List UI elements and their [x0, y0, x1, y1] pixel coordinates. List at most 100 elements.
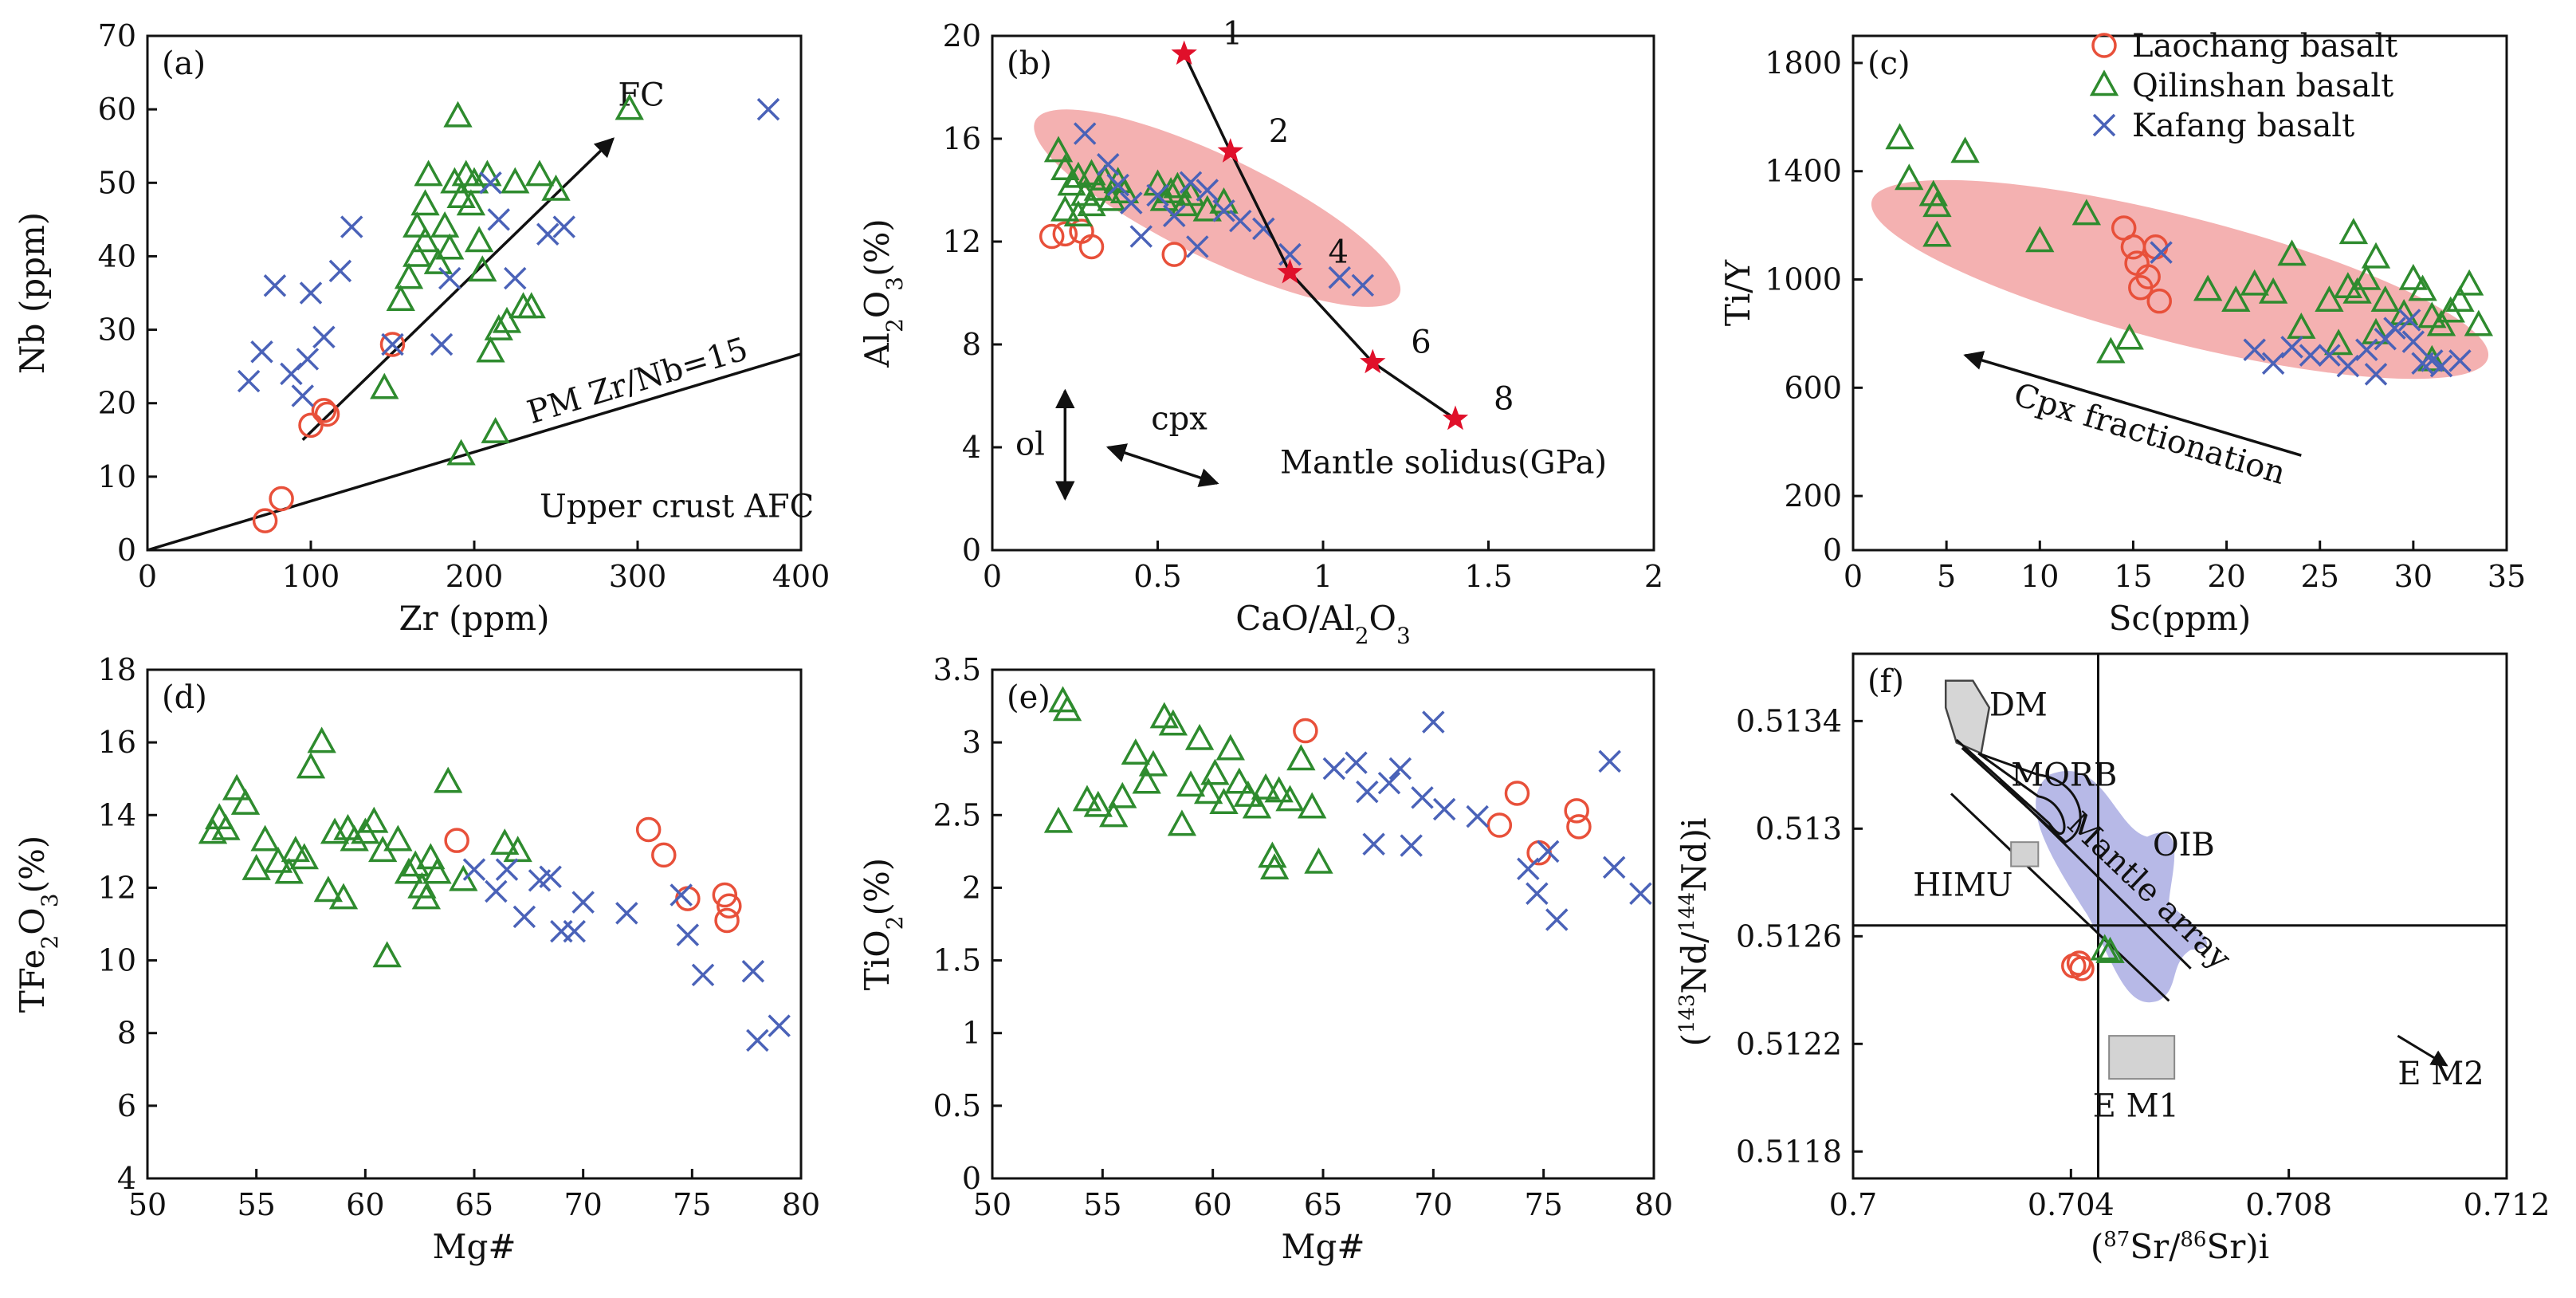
data-point: [2429, 354, 2453, 378]
x-axis-title: Mg#: [432, 1227, 516, 1266]
data-point: [571, 891, 595, 914]
data-point: [504, 266, 527, 290]
data-point: [1432, 797, 1456, 821]
series-triangle: [198, 726, 532, 968]
data-point: [768, 1014, 791, 1037]
x-tick-label: 0.5: [1133, 559, 1181, 594]
dm-field: [1944, 679, 1991, 755]
data-point: [370, 372, 399, 399]
panel-e: 50 55 60 65 70 75 80 0 0.5 1 1.5 2 2.5 3 3.5 (e) Mg# TiO2…: [858, 652, 1673, 1266]
data-point: [485, 879, 508, 903]
x-tick-label: 55: [1083, 1187, 1121, 1222]
data-point: [524, 159, 555, 187]
data-point: [1161, 242, 1187, 267]
data-point: [2146, 288, 2172, 314]
solidus-pressure-label: 6: [1411, 324, 1431, 361]
data-point: [291, 384, 314, 407]
data-point: [487, 208, 510, 231]
panel-tag: (d): [162, 679, 207, 716]
data-point: [2417, 301, 2447, 328]
cpx-label: cpx: [1151, 400, 1208, 437]
data-point: [615, 93, 644, 120]
data-point: [394, 857, 424, 884]
data-point: [435, 233, 465, 260]
series-triangle: [1885, 123, 2494, 372]
mantle-solidus-label: Mantle solidus(GPa): [1280, 444, 1607, 481]
data-point: [1097, 184, 1126, 211]
y-tick-label: 4: [962, 430, 981, 465]
data-point: [1566, 814, 1592, 840]
x-tick-label: 0.7: [1829, 1187, 1877, 1222]
data-point: [1242, 792, 1272, 819]
field-ellipse: [1034, 109, 1401, 307]
data-point: [1200, 758, 1230, 785]
cpx-vector: [1105, 443, 1219, 487]
x-axis-title: Zr (ppm): [399, 599, 550, 638]
data-point: [1286, 744, 1316, 771]
data-point: [1345, 751, 1368, 774]
data-point: [1176, 179, 1206, 206]
data-point: [1526, 882, 1549, 905]
data-point: [1039, 223, 1065, 250]
dm-label: DM: [1989, 687, 2048, 724]
data-point: [242, 854, 271, 880]
data-point: [2336, 354, 2360, 378]
data-point: [1293, 718, 1318, 744]
data-point: [1097, 153, 1120, 176]
data-point: [328, 883, 359, 910]
data-point: [1229, 209, 1252, 233]
x-tick-label: 100: [282, 559, 340, 594]
y-tick-label: 1.5: [933, 943, 981, 978]
y-tick-label: 3.5: [933, 652, 981, 687]
data-point: [250, 340, 273, 364]
data-point: [1163, 171, 1192, 199]
data-point: [1052, 694, 1082, 722]
data-point: [1922, 191, 1952, 218]
data-point: [2071, 199, 2102, 226]
solidus-pressure-label: 8: [1494, 381, 1514, 418]
solidus-star: [1442, 405, 1469, 431]
data-point: [501, 167, 530, 194]
data-point: [2261, 352, 2285, 376]
data-point: [402, 210, 432, 238]
y-tick-label: 0.5: [933, 1088, 981, 1123]
data-point: [1328, 266, 1351, 289]
data-point: [2280, 336, 2303, 359]
data-point: [1196, 179, 1219, 202]
data-point: [1258, 841, 1287, 868]
data-point: [552, 215, 575, 238]
data-point: [1163, 204, 1186, 227]
y-tick-label: 200: [1784, 478, 1842, 513]
y-tick-label: 1800: [1765, 45, 1842, 81]
data-point: [1212, 199, 1235, 222]
data-point: [211, 813, 241, 840]
ol-label: ol: [1015, 427, 1045, 463]
data-point: [1073, 122, 1097, 145]
data-point: [1388, 757, 1412, 781]
data-point: [263, 274, 287, 297]
data-point: [2338, 218, 2369, 245]
data-point: [1504, 781, 1530, 806]
y-tick-label: 60: [98, 92, 136, 127]
cpx-fractionation-arrow: [1963, 351, 2302, 457]
data-point: [2352, 263, 2382, 290]
legend-entry: Kafang basalt: [2132, 108, 2354, 144]
oib-label: OIB: [2153, 827, 2215, 863]
himu-box: [2010, 841, 2040, 867]
em1-box: [2108, 1035, 2176, 1080]
data-point: [274, 857, 304, 884]
data-point: [1158, 709, 1188, 736]
data-point: [402, 240, 432, 267]
data-point: [741, 960, 765, 983]
data-point: [2361, 242, 2391, 269]
x-tick-label: 0.704: [2028, 1187, 2115, 1222]
y-tick-label: 70: [98, 18, 136, 53]
data-point: [2315, 285, 2344, 312]
y-tick-label: 0.513: [1755, 811, 1842, 846]
data-point: [539, 865, 562, 888]
y-axis-title: TFe2O3(%): [13, 836, 63, 1013]
data-point: [1106, 173, 1129, 197]
data-point: [2277, 239, 2307, 266]
data-point: [2364, 363, 2388, 386]
data-point: [410, 226, 440, 253]
